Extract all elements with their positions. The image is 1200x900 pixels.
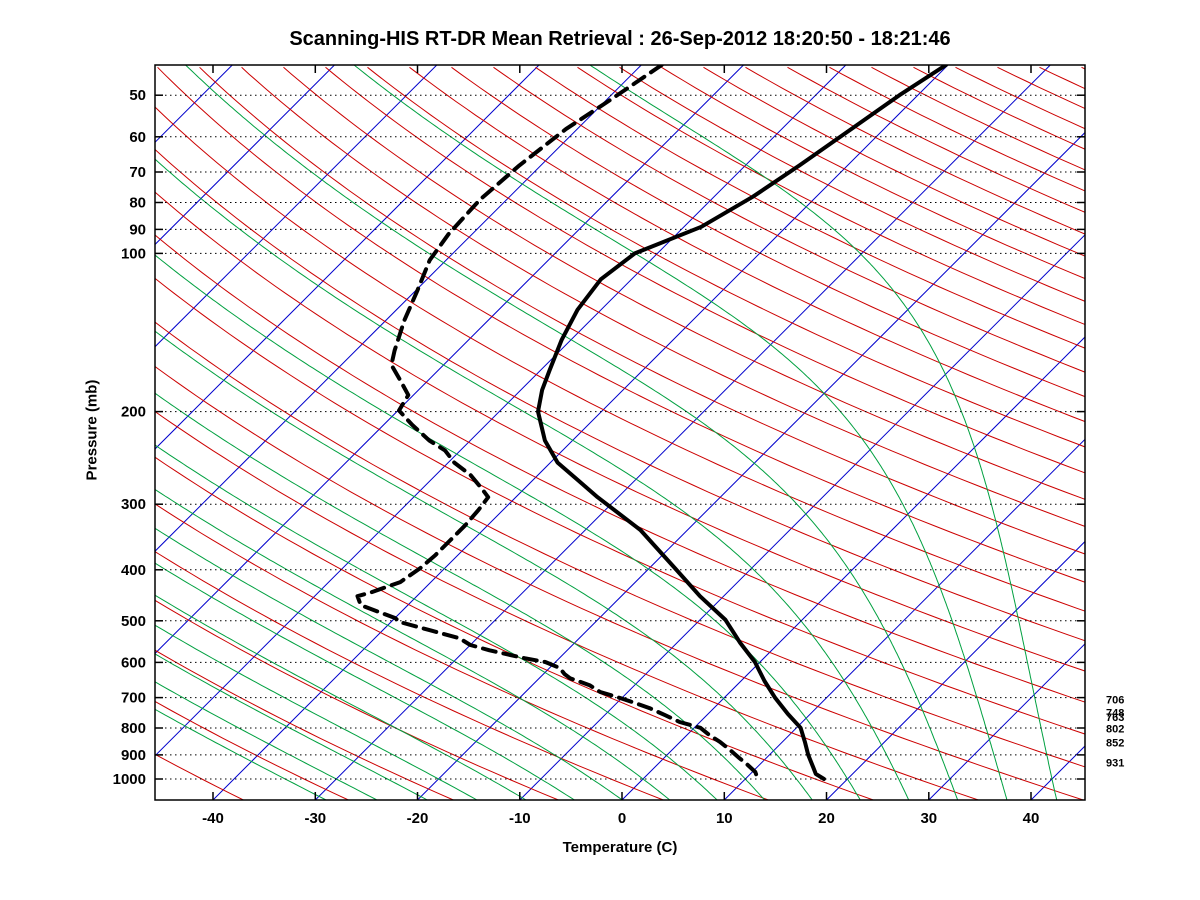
y-tick-label: 400 (121, 562, 146, 579)
y-tick-label: 600 (121, 654, 146, 671)
y-tick-label: 800 (121, 720, 146, 737)
level-label: 931 (1106, 758, 1124, 770)
x-tick-label: 20 (818, 810, 835, 827)
y-tick-label: 500 (121, 613, 146, 630)
skewt-background (155, 65, 1085, 800)
moist-adiabat-lines (155, 65, 1058, 800)
chart-title: Scanning-HIS RT-DR Mean Retrieval : 26-S… (289, 28, 951, 50)
plot-border (154, 64, 1086, 801)
dry-adiabat-lines (155, 66, 1085, 800)
x-tick-label: 40 (1023, 810, 1040, 827)
isotherm-lines (155, 65, 1085, 800)
axis-ticks (155, 65, 1085, 800)
tick-labels: -40 -30 -20 -10 0 10 20 30 40 50 60 70 80 90 100 200 300… (113, 87, 1040, 827)
x-tick-label: 30 (920, 810, 937, 827)
level-label: 748 (1106, 708, 1124, 720)
level-label: 706 (1106, 695, 1124, 707)
y-tick-label: 100 (121, 245, 146, 262)
y-tick-label: 90 (129, 221, 146, 238)
x-axis-label: Temperature (C) (562, 839, 678, 856)
level-label: 763 (1106, 712, 1124, 724)
dewpoint-curve (355, 65, 760, 781)
x-tick-label: -30 (304, 810, 326, 827)
y-tick-label: 80 (129, 195, 146, 212)
y-tick-label: 900 (121, 747, 146, 764)
temperature-curve (536, 65, 948, 781)
y-tick-label: 50 (129, 87, 146, 104)
x-tick-label: -10 (509, 810, 531, 827)
y-axis-label: Pressure (mb) (83, 379, 101, 481)
x-tick-label: -20 (407, 810, 429, 827)
y-tick-label: 70 (129, 164, 146, 181)
x-tick-label: -40 (202, 810, 224, 827)
x-tick-label: 0 (618, 810, 626, 827)
level-label: 852 (1106, 737, 1124, 749)
profile-curves (355, 65, 948, 781)
y-tick-label: 1000 (113, 771, 146, 788)
y-tick-label: 700 (121, 690, 146, 707)
pressure-gridlines (155, 94, 1085, 780)
x-tick-label: 10 (716, 810, 733, 827)
y-tick-label: 300 (121, 496, 146, 513)
y-tick-label: 200 (121, 404, 146, 421)
y-tick-label: 60 (129, 129, 146, 146)
level-label: 802 (1106, 724, 1124, 736)
